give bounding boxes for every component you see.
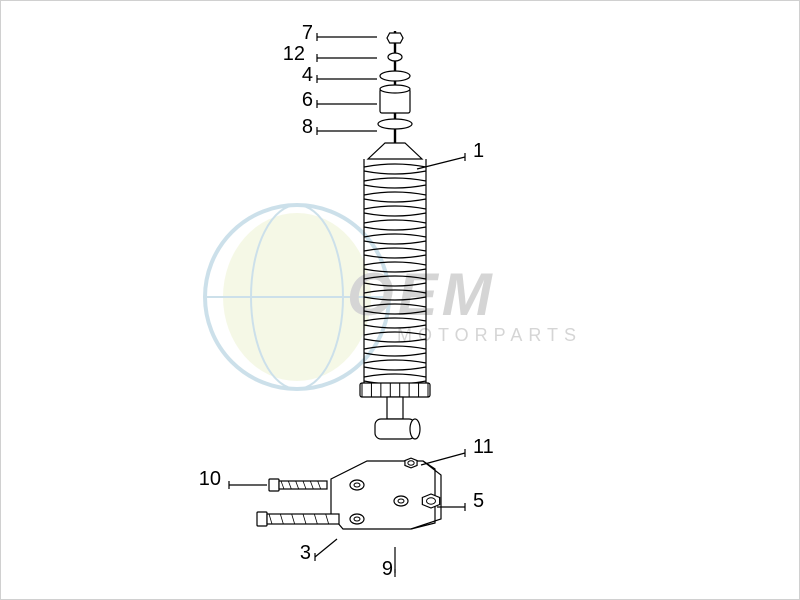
callout-8: 8 — [302, 117, 313, 137]
callout-5: 5 — [473, 491, 484, 511]
line-art — [1, 1, 800, 600]
callout-10: 10 — [199, 469, 221, 489]
callout-4: 4 — [302, 65, 313, 85]
diagram-frame: OEMMOTORPARTS 71246811151039 — [0, 0, 800, 600]
callout-3: 3 — [300, 543, 311, 563]
callout-7: 7 — [302, 23, 313, 43]
callout-9: 9 — [382, 559, 393, 579]
callout-12: 12 — [283, 44, 305, 64]
callout-6: 6 — [302, 90, 313, 110]
callout-11: 11 — [473, 437, 494, 457]
callout-1: 1 — [473, 141, 484, 161]
